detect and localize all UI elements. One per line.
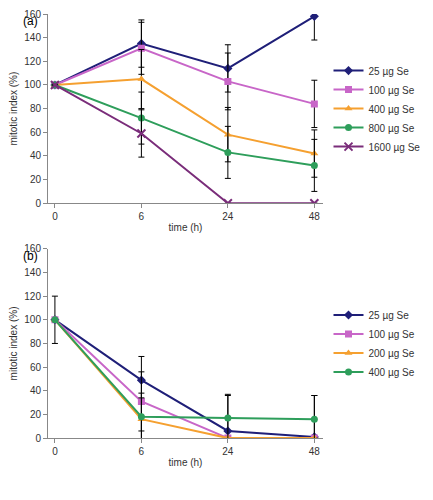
svg-text:time (h): time (h) — [169, 457, 203, 468]
svg-text:48: 48 — [309, 446, 321, 457]
svg-text:6: 6 — [139, 446, 145, 457]
svg-text:80: 80 — [30, 338, 42, 349]
svg-text:(b): (b) — [23, 249, 38, 263]
svg-text:20: 20 — [30, 174, 42, 185]
svg-text:24: 24 — [222, 446, 234, 457]
svg-text:20: 20 — [30, 409, 42, 420]
svg-text:48: 48 — [309, 211, 321, 222]
svg-text:100: 100 — [24, 79, 41, 90]
svg-text:100 µg Se: 100 µg Se — [369, 329, 415, 340]
svg-text:140: 140 — [24, 267, 41, 278]
svg-text:120: 120 — [24, 56, 41, 67]
svg-text:(a): (a) — [23, 14, 38, 28]
svg-text:24: 24 — [222, 211, 234, 222]
svg-text:800 µg Se: 800 µg Se — [369, 123, 415, 134]
svg-text:160: 160 — [24, 243, 41, 254]
svg-text:400 µg Se: 400 µg Se — [369, 367, 415, 378]
svg-text:1600 µg Se: 1600 µg Se — [369, 142, 421, 153]
svg-text:0: 0 — [52, 446, 58, 457]
svg-text:25 µg Se: 25 µg Se — [369, 66, 410, 77]
svg-text:160: 160 — [24, 9, 41, 20]
svg-text:120: 120 — [24, 291, 41, 302]
svg-text:40: 40 — [30, 385, 42, 396]
svg-text:140: 140 — [24, 32, 41, 43]
svg-text:400 µg Se: 400 µg Se — [369, 104, 415, 115]
svg-text:25 µg Se: 25 µg Se — [369, 310, 410, 321]
svg-text:0: 0 — [35, 198, 41, 209]
svg-text:time (h): time (h) — [169, 222, 203, 233]
svg-text:6: 6 — [139, 211, 145, 222]
svg-text:mitotic index (%): mitotic index (%) — [8, 307, 19, 381]
svg-text:60: 60 — [30, 362, 42, 373]
svg-text:40: 40 — [30, 150, 42, 161]
svg-text:100 µg Se: 100 µg Se — [369, 85, 415, 96]
svg-text:60: 60 — [30, 127, 42, 138]
svg-text:mitotic index (%): mitotic index (%) — [8, 72, 19, 146]
svg-text:80: 80 — [30, 103, 42, 114]
svg-text:0: 0 — [35, 433, 41, 444]
svg-text:0: 0 — [52, 211, 58, 222]
svg-text:200 µg Se: 200 µg Se — [369, 348, 415, 359]
svg-text:100: 100 — [24, 314, 41, 325]
